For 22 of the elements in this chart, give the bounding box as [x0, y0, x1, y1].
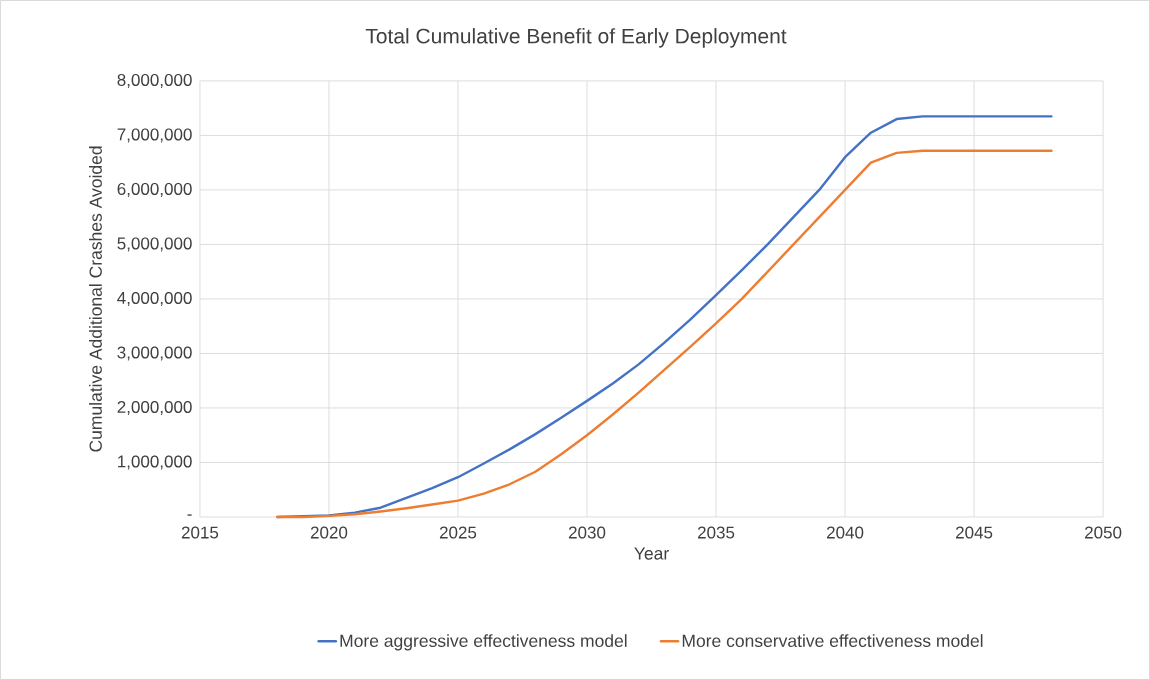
y-tick-label: 4,000,000: [117, 291, 192, 307]
y-tick-label: 8,000,000: [117, 73, 192, 88]
x-tick-label: 2030: [568, 526, 606, 539]
legend-label: More aggressive effectiveness model: [340, 634, 627, 651]
x-axis-title: Year: [634, 547, 669, 560]
x-tick-label: 2035: [697, 526, 735, 539]
y-tick-label: 1,000,000: [118, 455, 192, 470]
y-tick-label: 6,000,000: [117, 182, 192, 197]
y-tick-label: 3,000,000: [117, 346, 192, 361]
x-tick-label: 2015: [181, 526, 219, 539]
y-axis-title: Cumulative Additional Crashes Avoided: [89, 146, 102, 452]
legend-label: More conservative effectiveness model: [682, 634, 983, 648]
y-tick-label: 5,000,000: [117, 237, 192, 252]
chart-title: Total Cumulative Benefit of Early Deployment: [365, 28, 787, 48]
y-tick-label: 7,000,000: [117, 128, 192, 143]
x-tick-label: 2025: [439, 526, 477, 539]
x-tick-label: 2020: [310, 526, 348, 539]
y-tick-label: -: [187, 514, 192, 516]
x-tick-label: 2050: [1085, 526, 1122, 539]
y-tick-label: 2,000,000: [117, 400, 192, 416]
x-tick-label: 2045: [956, 526, 993, 539]
x-tick-label: 2040: [827, 526, 864, 539]
